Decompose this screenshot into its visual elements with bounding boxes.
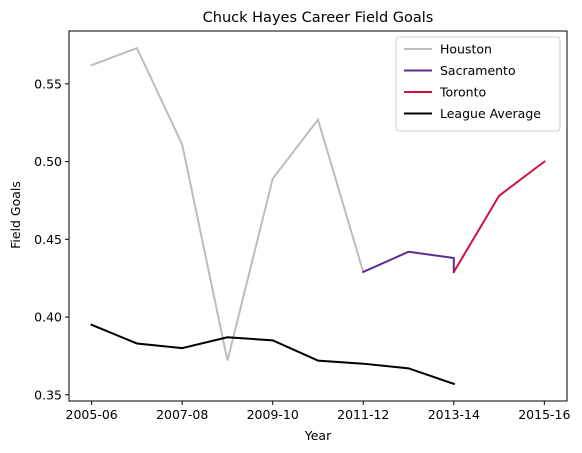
axes: 2005-06 2007-08 2009-10 2011-12 2013-14 2015-… xyxy=(34,30,571,422)
legend-label: Sacramento xyxy=(440,63,516,78)
x-tick-label: 2009-10 xyxy=(247,407,299,422)
y-tick-label: 0.35 xyxy=(34,387,62,402)
legend-box xyxy=(395,36,561,132)
plot-frame xyxy=(68,30,568,402)
y-tick-label: 0.45 xyxy=(34,232,62,247)
y-tick-label: 0.40 xyxy=(34,310,62,325)
series-line-toronto xyxy=(452,160,546,274)
y-axis-title: Field Goals xyxy=(8,181,23,249)
series-line-league-average xyxy=(90,323,456,386)
series-line-houston xyxy=(90,46,365,361)
x-tick-label: 2015-16 xyxy=(518,407,570,422)
y-tick-label: 0.55 xyxy=(34,76,62,91)
plot-area xyxy=(90,46,546,386)
x-tick-label: 2007-08 xyxy=(156,407,208,422)
y-tick-label: 0.50 xyxy=(34,154,62,169)
x-tick-label: 2005-06 xyxy=(66,407,118,422)
series-line-sacramento xyxy=(361,250,455,274)
legend: Houston Sacramento Toronto League Average xyxy=(395,36,561,132)
chart-title: Chuck Hayes Career Field Goals xyxy=(203,10,434,26)
legend-label: Toronto xyxy=(439,85,486,100)
x-tick-label: 2011-12 xyxy=(337,407,389,422)
legend-label: Houston xyxy=(440,42,492,57)
legend-label: League Average xyxy=(440,106,541,121)
x-tick-label: 2013-14 xyxy=(428,407,480,422)
x-axis-title: Year xyxy=(304,428,332,443)
